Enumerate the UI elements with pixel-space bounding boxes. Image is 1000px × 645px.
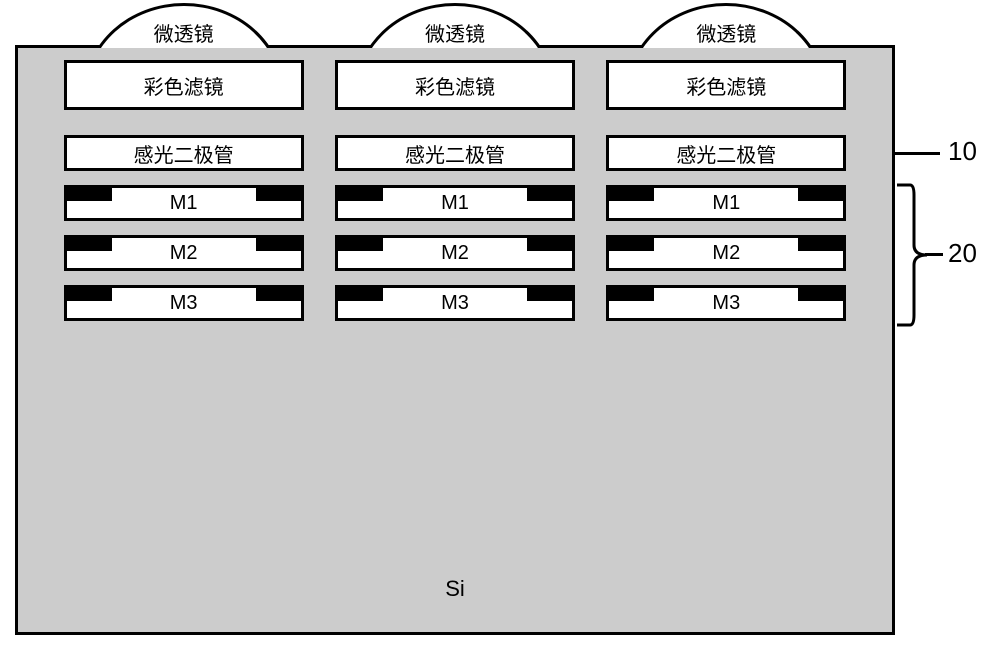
pixel-columns: 微透镜 彩色滤镜 感光二极管 M1 M2 M3 (18, 48, 892, 321)
metal-tab-icon (798, 285, 846, 301)
metal-layer-m1: M1 (606, 185, 846, 221)
metal-tab-icon (606, 185, 654, 201)
pixel-column: 微透镜 彩色滤镜 感光二极管 M1 M2 M3 (335, 48, 575, 321)
metal-label: M1 (170, 192, 198, 215)
color-filter-label: 彩色滤镜 (686, 71, 766, 100)
color-filter-label: 彩色滤镜 (415, 71, 495, 100)
photodiode-label: 感光二极管 (676, 139, 776, 168)
microlens: 微透镜 (626, 3, 826, 48)
metal-label: M1 (712, 192, 740, 215)
metal-label: M2 (712, 242, 740, 265)
callout-ref: 20 (948, 238, 977, 268)
callout-line (925, 253, 943, 256)
metal-label: M3 (441, 292, 469, 315)
metal-tab-icon (64, 285, 112, 301)
photodiode: 感光二极管 (606, 135, 846, 171)
metal-label: M3 (170, 292, 198, 315)
microlens-shape: 微透镜 (626, 3, 826, 48)
metal-label: M3 (712, 292, 740, 315)
metal-label: M1 (441, 192, 469, 215)
metal-layer-m2: M2 (64, 235, 304, 271)
metal-layer-m3: M3 (64, 285, 304, 321)
color-filter-label: 彩色滤镜 (144, 71, 224, 100)
metal-tab-icon (798, 235, 846, 251)
substrate-label: Si (445, 576, 465, 602)
metal-layer-m3: M3 (606, 285, 846, 321)
callout-ref: 10 (948, 136, 977, 166)
metal-tab-icon (527, 235, 575, 251)
metal-tab-icon (335, 235, 383, 251)
photodiode: 感光二极管 (64, 135, 304, 171)
microlens-shape: 微透镜 (84, 3, 284, 48)
metal-label: M2 (441, 242, 469, 265)
photodiode-label: 感光二极管 (405, 139, 505, 168)
metal-tab-icon (335, 185, 383, 201)
silicon-substrate: Si 微透镜 彩色滤镜 感光二极管 M1 M2 (15, 45, 895, 635)
metal-tab-icon (64, 235, 112, 251)
color-filter: 彩色滤镜 (335, 60, 575, 110)
metal-layer-m1: M1 (335, 185, 575, 221)
microlens-label: 微透镜 (696, 18, 756, 47)
pixel-column: 微透镜 彩色滤镜 感光二极管 M1 M2 M3 (64, 48, 304, 321)
metal-tab-icon (256, 235, 304, 251)
microlens: 微透镜 (84, 3, 284, 48)
microlens-shape: 微透镜 (355, 3, 555, 48)
metal-tab-icon (798, 185, 846, 201)
microlens-label: 微透镜 (425, 18, 485, 47)
metal-layer-m3: M3 (335, 285, 575, 321)
microlens: 微透镜 (355, 3, 555, 48)
microlens-label: 微透镜 (154, 18, 214, 47)
callout-line (895, 152, 940, 155)
metal-tab-icon (256, 285, 304, 301)
callout-10: 10 (948, 136, 977, 167)
metal-tab-icon (64, 185, 112, 201)
metal-label: M2 (170, 242, 198, 265)
photodiode: 感光二极管 (335, 135, 575, 171)
metal-tab-icon (606, 285, 654, 301)
metal-tab-icon (527, 285, 575, 301)
metal-tab-icon (527, 185, 575, 201)
pixel-column: 微透镜 彩色滤镜 感光二极管 M1 M2 M3 (606, 48, 846, 321)
metal-tab-icon (335, 285, 383, 301)
metal-layer-m2: M2 (606, 235, 846, 271)
metal-tab-icon (256, 185, 304, 201)
photodiode-label: 感光二极管 (134, 139, 234, 168)
metal-layer-m2: M2 (335, 235, 575, 271)
color-filter: 彩色滤镜 (606, 60, 846, 110)
metal-layer-m1: M1 (64, 185, 304, 221)
callout-20: 20 (948, 238, 977, 269)
metal-tab-icon (606, 235, 654, 251)
color-filter: 彩色滤镜 (64, 60, 304, 110)
